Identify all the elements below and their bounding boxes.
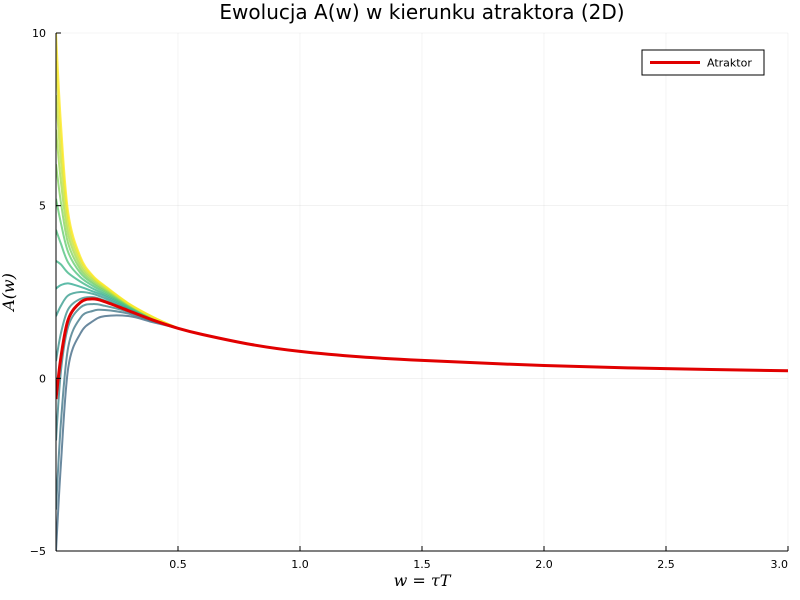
x-tick-label-4: 2.5 — [657, 558, 675, 571]
attractor-line — [56, 297, 788, 400]
chart-title: Ewolucja A(w) w kierunku atraktora (2D) — [219, 0, 624, 24]
legend-label-attractor: Atraktor — [707, 57, 752, 70]
trajectory-13 — [56, 33, 179, 330]
trajectories — [56, 33, 179, 551]
x-tick-label-1: 1.0 — [291, 558, 309, 571]
y-axis-label: A(w) — [0, 273, 18, 313]
ticks: 0.5 1.0 1.5 2.0 2.5 3.0 −5 0 5 10 — [30, 27, 789, 571]
y-tick-label-1: 0 — [39, 372, 46, 385]
x-axis-label: w = τT — [394, 571, 452, 590]
legend: Atraktor — [641, 49, 765, 76]
x-tick-label-3: 2.0 — [535, 558, 553, 571]
y-tick-label-2: 5 — [39, 200, 46, 213]
attractor-layer — [56, 297, 788, 400]
x-tick-label-0: 0.5 — [169, 558, 187, 571]
y-tick-label-3: 10 — [32, 27, 46, 40]
x-tick-label-2: 1.5 — [413, 558, 431, 571]
y-tick-label-0: −5 — [30, 545, 46, 558]
trajectory-0 — [56, 314, 179, 551]
x-tick-label-5: 3.0 — [771, 558, 789, 571]
